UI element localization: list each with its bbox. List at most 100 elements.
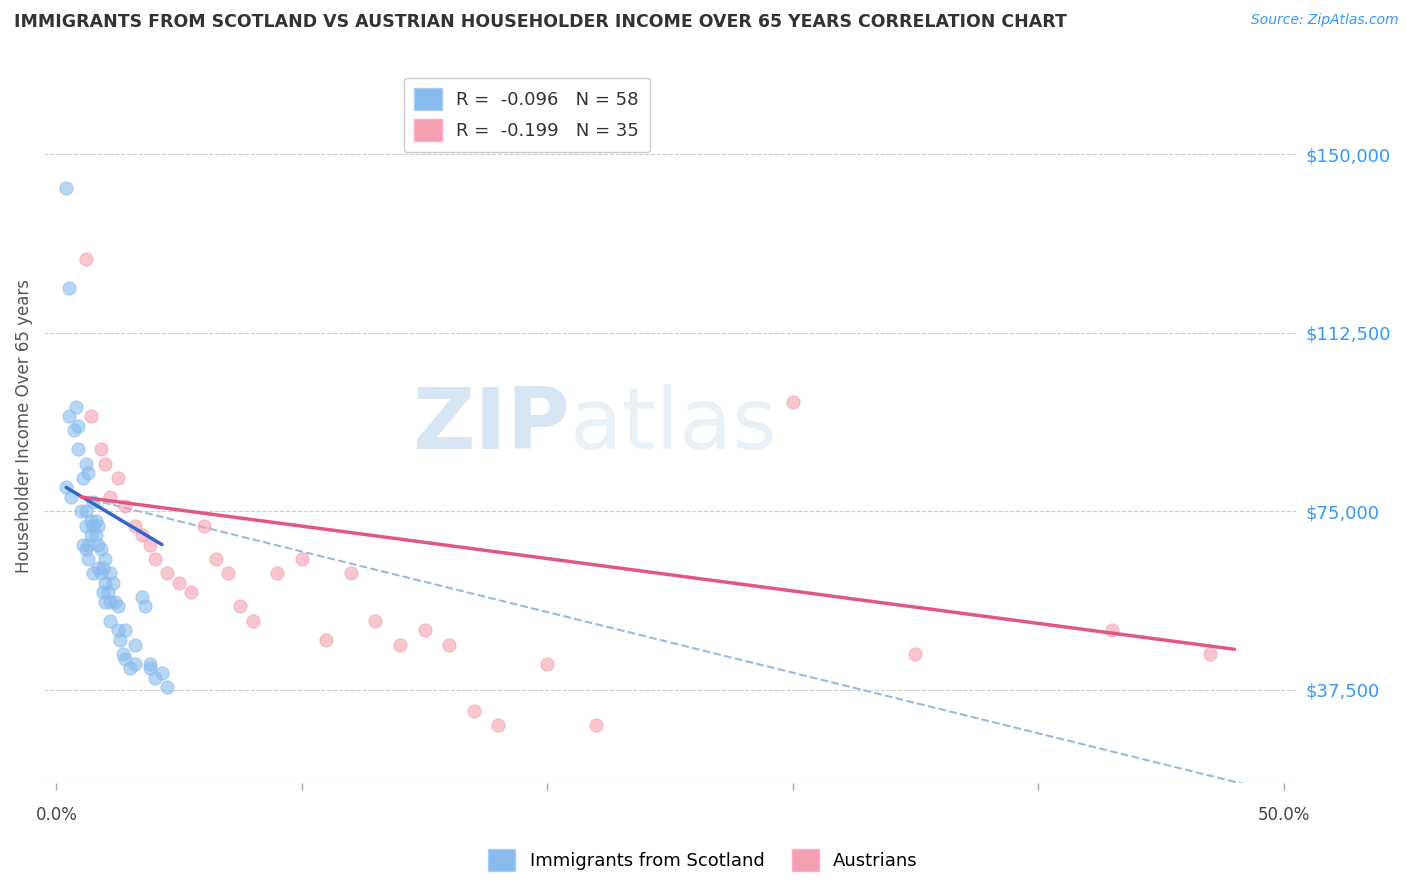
Point bbox=[87, 561, 110, 575]
Point bbox=[904, 647, 927, 661]
Point bbox=[80, 409, 103, 423]
Point bbox=[340, 566, 363, 581]
Point bbox=[138, 661, 160, 675]
Point bbox=[156, 566, 179, 581]
Point bbox=[75, 252, 97, 266]
Point bbox=[100, 614, 122, 628]
Point bbox=[100, 595, 122, 609]
Point bbox=[90, 542, 112, 557]
Point bbox=[90, 442, 112, 457]
Point bbox=[75, 542, 97, 557]
Point bbox=[67, 442, 90, 457]
Text: atlas: atlas bbox=[569, 384, 778, 467]
Point bbox=[107, 471, 129, 485]
Point bbox=[58, 280, 80, 294]
Legend: Immigrants from Scotland, Austrians: Immigrants from Scotland, Austrians bbox=[481, 842, 925, 879]
Point bbox=[58, 409, 80, 423]
Text: 0.0%: 0.0% bbox=[35, 806, 77, 824]
Text: ZIP: ZIP bbox=[412, 384, 569, 467]
Point bbox=[94, 595, 117, 609]
Point bbox=[80, 528, 103, 542]
Point bbox=[75, 518, 97, 533]
Point bbox=[124, 518, 146, 533]
Point bbox=[180, 585, 202, 599]
Point bbox=[55, 480, 77, 494]
Point bbox=[82, 566, 104, 581]
Point bbox=[782, 394, 804, 409]
Point bbox=[229, 599, 252, 614]
Point bbox=[138, 657, 160, 671]
Point bbox=[97, 585, 120, 599]
Point bbox=[101, 575, 124, 590]
Point bbox=[75, 457, 97, 471]
Point bbox=[536, 657, 558, 671]
Point bbox=[193, 518, 215, 533]
Point bbox=[87, 518, 110, 533]
Point bbox=[143, 552, 166, 566]
Point bbox=[80, 514, 103, 528]
Point bbox=[107, 599, 129, 614]
Point bbox=[77, 552, 100, 566]
Point bbox=[138, 537, 160, 551]
Point bbox=[75, 504, 97, 518]
Point bbox=[1199, 647, 1222, 661]
Point bbox=[60, 490, 83, 504]
Point bbox=[205, 552, 228, 566]
Point bbox=[87, 537, 110, 551]
Point bbox=[114, 500, 136, 514]
Point bbox=[104, 595, 127, 609]
Text: 50.0%: 50.0% bbox=[1257, 806, 1310, 824]
Point bbox=[134, 599, 156, 614]
Point bbox=[167, 575, 190, 590]
Point bbox=[77, 466, 100, 480]
Point bbox=[266, 566, 288, 581]
Point bbox=[94, 575, 117, 590]
Point bbox=[94, 552, 117, 566]
Point bbox=[67, 418, 90, 433]
Point bbox=[114, 652, 136, 666]
Point bbox=[118, 661, 141, 675]
Point bbox=[65, 400, 87, 414]
Point bbox=[364, 614, 387, 628]
Point bbox=[107, 624, 129, 638]
Point bbox=[124, 638, 146, 652]
Point bbox=[486, 718, 509, 732]
Y-axis label: Householder Income Over 65 years: Householder Income Over 65 years bbox=[15, 278, 32, 573]
Point bbox=[217, 566, 239, 581]
Point bbox=[94, 457, 117, 471]
Point bbox=[90, 566, 112, 581]
Point bbox=[100, 490, 122, 504]
Point bbox=[72, 471, 94, 485]
Point bbox=[437, 638, 460, 652]
Point bbox=[131, 528, 153, 542]
Point bbox=[585, 718, 607, 732]
Point bbox=[150, 666, 173, 681]
Point bbox=[413, 624, 436, 638]
Legend: R =  -0.096   N = 58, R =  -0.199   N = 35: R = -0.096 N = 58, R = -0.199 N = 35 bbox=[404, 78, 650, 153]
Point bbox=[72, 537, 94, 551]
Point bbox=[1101, 624, 1123, 638]
Point bbox=[62, 423, 84, 437]
Point bbox=[70, 504, 93, 518]
Point bbox=[388, 638, 411, 652]
Point bbox=[91, 561, 114, 575]
Point bbox=[242, 614, 264, 628]
Point bbox=[131, 590, 153, 604]
Point bbox=[291, 552, 314, 566]
Point bbox=[84, 514, 107, 528]
Point bbox=[77, 537, 100, 551]
Point bbox=[315, 632, 337, 647]
Point bbox=[55, 180, 77, 194]
Point bbox=[108, 632, 131, 647]
Text: IMMIGRANTS FROM SCOTLAND VS AUSTRIAN HOUSEHOLDER INCOME OVER 65 YEARS CORRELATIO: IMMIGRANTS FROM SCOTLAND VS AUSTRIAN HOU… bbox=[14, 13, 1067, 31]
Point bbox=[91, 585, 114, 599]
Point bbox=[156, 681, 179, 695]
Text: Source: ZipAtlas.com: Source: ZipAtlas.com bbox=[1251, 13, 1399, 28]
Point bbox=[82, 518, 104, 533]
Point bbox=[124, 657, 146, 671]
Point bbox=[82, 494, 104, 508]
Point bbox=[111, 647, 134, 661]
Point bbox=[463, 704, 485, 718]
Point bbox=[100, 566, 122, 581]
Point bbox=[114, 624, 136, 638]
